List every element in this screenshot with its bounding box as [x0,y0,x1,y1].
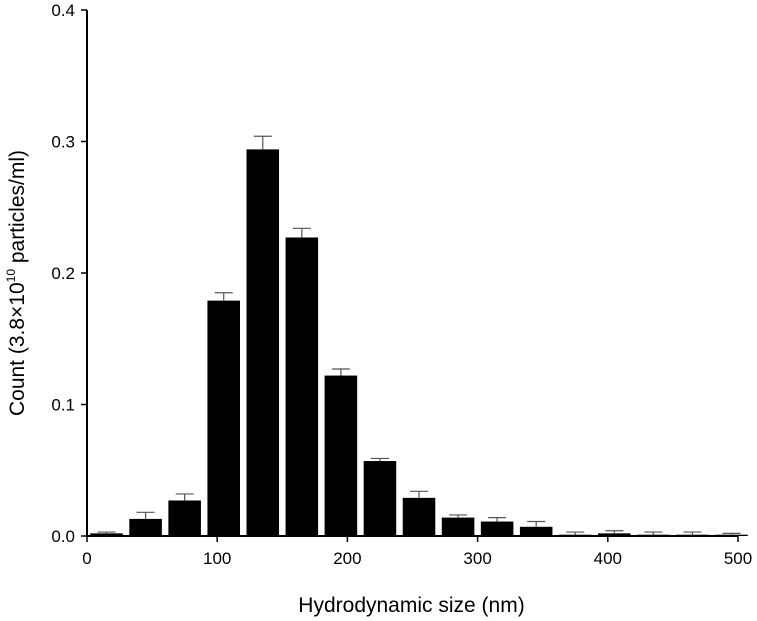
error-bar [527,520,546,527]
error-bar [566,531,585,535]
error-bar [683,531,702,535]
y-tick-label: 0.3 [51,133,75,152]
bar [285,237,319,536]
error-bar [370,457,389,462]
bar [207,300,240,536]
error-bar [292,227,311,238]
x-tick-label: 100 [203,549,231,568]
error-bar [488,516,507,522]
axes-group [86,10,738,537]
y-axis-title-prefix: Count (3.8×10 [6,282,29,416]
error-bar [214,292,233,301]
error-bar [722,532,741,535]
bar [129,518,162,536]
error-bar [253,135,272,150]
y-tick-label: 0.0 [51,527,75,546]
y-axis-title: Count (3.8×1010 particles/ml) [4,150,29,416]
error-bar [175,493,194,501]
x-axis-title: Hydrodynamic size (nm) [298,594,524,617]
x-tick-label: 300 [463,549,491,568]
error-bar [97,531,116,534]
bar [324,375,358,536]
bar [402,497,436,536]
x-tick-label: 0 [82,549,91,568]
bar [480,521,514,536]
y-tick-label: 0.2 [51,264,75,283]
x-tick-label: 200 [333,549,361,568]
bar [363,461,397,536]
bar [598,533,631,536]
y-axis-title-exponent: 10 [4,269,18,283]
x-tick-label: 400 [594,549,622,568]
y-tick-label: 0.1 [51,396,75,415]
error-bar [605,530,624,534]
bar [441,517,475,536]
bar [519,526,553,536]
x-tick-label: 500 [724,549,752,568]
bars-group [90,149,748,536]
error-bar [449,514,468,518]
bar [90,533,123,536]
error-bar [136,511,155,519]
error-bar [644,531,663,535]
error-bar [331,368,350,376]
error-bars-group [97,135,741,535]
error-bar [410,490,429,498]
bar [168,500,201,536]
y-tick-label: 0.4 [51,1,75,20]
ticks-group: 0.0 0.1 0.2 0.3 0.4 0 100 200 300 400 500 [51,1,752,568]
y-axis-title-suffix: particles/ml) [6,150,29,269]
bar [246,149,280,536]
